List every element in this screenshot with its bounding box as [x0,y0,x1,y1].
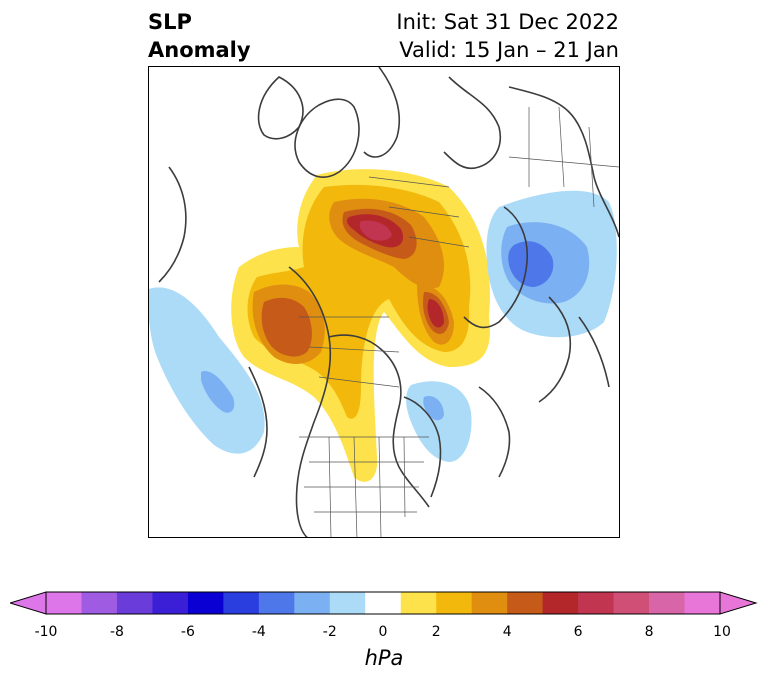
init-date: Init: Sat 31 Dec 2022 [396,10,619,34]
valid-range: Valid: 15 Jan – 21 Jan [399,38,619,62]
colorbar-extend-right [719,591,758,615]
colorbar-cell [684,592,721,614]
colorbar-cell [649,592,686,614]
title-line-2: Anomaly [148,38,251,62]
colorbar-tick-label: -10 [34,624,58,640]
colorbar-cell [471,592,508,614]
colorbar-cell [329,592,366,614]
colorbar-tick-label: 6 [573,624,583,640]
anomaly-map [149,67,619,537]
negative-anomaly-pacific [149,287,265,454]
map-title: SLP Anomaly [148,8,251,64]
colorbar [10,591,758,615]
colorbar-tick-label: 2 [431,624,441,640]
colorbar-cell [613,592,650,614]
colorbar-tick-label: -2 [322,624,337,640]
map-panel [148,66,620,538]
colorbar-cell [436,592,473,614]
colorbar-cell [542,592,579,614]
colorbar-cell [294,592,331,614]
political-borders [299,106,619,537]
colorbar-cell [507,592,544,614]
colorbar-cell [578,592,615,614]
colorbar-cell [46,592,82,614]
colorbar-cell [187,592,224,614]
colorbar-cell [400,592,437,614]
colorbar-cell [223,592,260,614]
colorbar-units: hPa [364,646,404,670]
coastlines [158,67,619,537]
colorbar-extend-left [10,591,47,615]
colorbar-tick-label: 10 [713,624,731,640]
colorbar-cell [365,592,402,614]
colorbar-tick-label: 8 [644,624,654,640]
colorbar-tick-labels: -10 -8 -6 -4 -2 0 2 4 6 8 10 [0,624,768,644]
positive-anomaly-field [231,169,490,482]
colorbar-cell [81,592,118,614]
colorbar-cells [46,592,721,614]
colorbar-tick-label: -8 [109,624,124,640]
valid-period: Init: Sat 31 Dec 2022 Valid: 15 Jan – 21… [396,8,619,64]
colorbar-tick-label: 0 [378,624,388,640]
colorbar-tick-label: -4 [251,624,266,640]
colorbar-outline [45,591,721,615]
negative-anomaly-atlantic [406,381,472,462]
colorbar-cell [258,592,295,614]
colorbar-cell [152,592,189,614]
colorbar-tick-label: 4 [502,624,512,640]
negative-anomaly-siberia [486,190,617,338]
colorbar-tick-label: -6 [180,624,195,640]
colorbar-cell [116,592,153,614]
title-line-1: SLP [148,10,192,34]
